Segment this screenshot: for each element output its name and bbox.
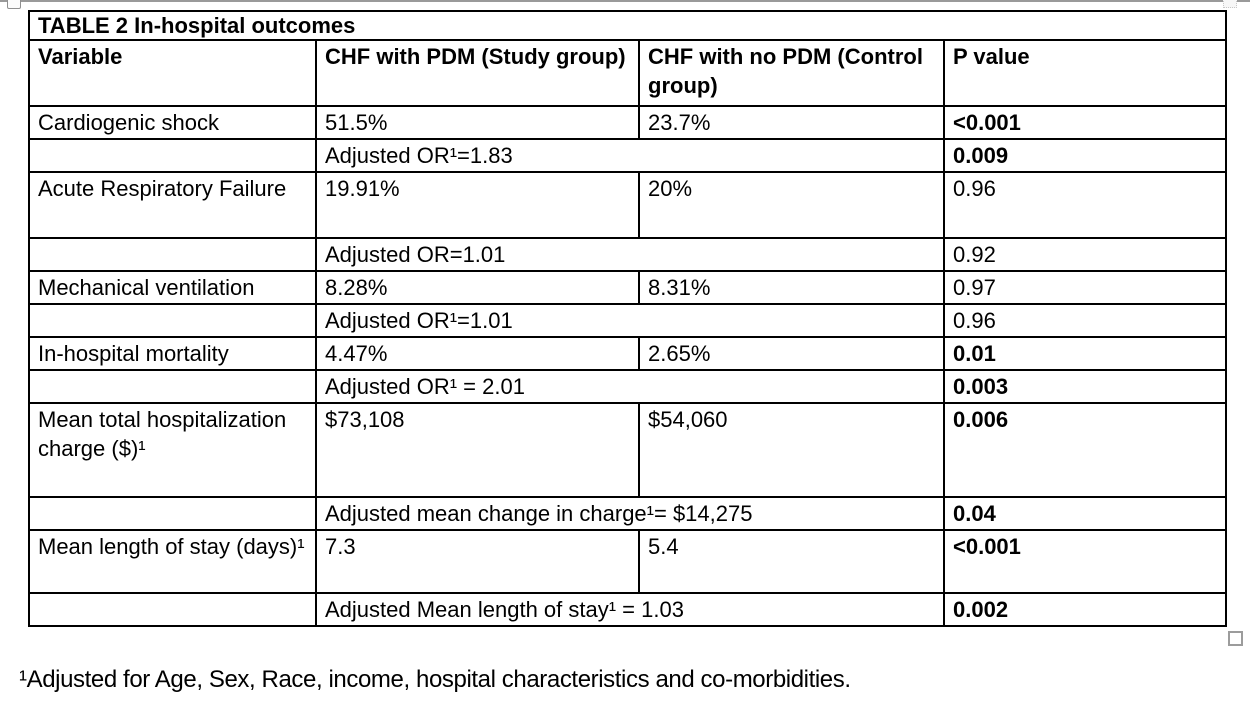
table-row: Mechanical ventilation 8.28% 8.31% 0.97 — [28, 270, 1228, 305]
table-row-adjusted: Adjusted OR¹ = 2.01 0.003 — [28, 369, 1228, 404]
col-header-variable: Variable — [28, 39, 317, 107]
table-row: Acute Respiratory Failure 19.91% 20% 0.9… — [28, 171, 1228, 239]
cell-empty — [28, 496, 317, 531]
cell-pvalue: 0.92 — [942, 237, 1228, 272]
cell-pvalue: <0.001 — [942, 529, 1228, 594]
table-move-handle[interactable] — [7, 0, 21, 9]
cell-adjusted-stat: Adjusted OR¹=1.01 — [315, 303, 945, 338]
col-header-study-group: CHF with PDM (Study group) — [315, 39, 640, 107]
cell-study-value: 4.47% — [315, 336, 640, 371]
cell-pvalue: 0.97 — [942, 270, 1228, 305]
cell-study-value: 7.3 — [315, 529, 640, 594]
cell-variable: Mechanical ventilation — [28, 270, 317, 305]
cell-empty — [28, 237, 317, 272]
cell-control-value: $54,060 — [638, 402, 945, 498]
cell-variable: Acute Respiratory Failure — [28, 171, 317, 239]
cell-pvalue: 0.01 — [942, 336, 1228, 371]
table-row: Mean length of stay (days)¹ 7.3 5.4 <0.0… — [28, 529, 1228, 594]
cell-control-value: 8.31% — [638, 270, 945, 305]
table-row-adjusted: Adjusted Mean length of stay¹ = 1.03 0.0… — [28, 592, 1228, 627]
table-row-adjusted: Adjusted OR=1.01 0.92 — [28, 237, 1228, 272]
cell-variable: Mean total hospitalization charge ($)¹ — [28, 402, 317, 498]
cell-empty — [28, 369, 317, 404]
cell-pvalue: 0.04 — [942, 496, 1228, 531]
col-header-control-group: CHF with no PDM (Control group) — [638, 39, 945, 107]
cell-pvalue: 0.96 — [942, 171, 1228, 239]
outcomes-table-container: TABLE 2 In-hospital outcomes Variable CH… — [27, 10, 1228, 627]
col-header-pvalue: P value — [942, 39, 1228, 107]
cell-study-value: 19.91% — [315, 171, 640, 239]
cell-control-value: 23.7% — [638, 105, 945, 140]
cell-control-value: 2.65% — [638, 336, 945, 371]
cell-adjusted-stat: Adjusted Mean length of stay¹ = 1.03 — [315, 592, 945, 627]
cell-empty — [28, 592, 317, 627]
cell-empty — [28, 138, 317, 173]
table-row: In-hospital mortality 4.47% 2.65% 0.01 — [28, 336, 1228, 371]
cell-pvalue: 0.003 — [942, 369, 1228, 404]
cell-adjusted-stat: Adjusted OR¹ = 2.01 — [315, 369, 945, 404]
cell-variable: In-hospital mortality — [28, 336, 317, 371]
cell-empty — [28, 303, 317, 338]
cell-control-value: 20% — [638, 171, 945, 239]
cell-variable: Mean length of stay (days)¹ — [28, 529, 317, 594]
cell-adjusted-stat: Adjusted OR¹=1.83 — [315, 138, 945, 173]
table-title: TABLE 2 In-hospital outcomes — [27, 10, 1228, 41]
cell-pvalue: 0.006 — [942, 402, 1228, 498]
cell-adjusted-stat: Adjusted mean change in charge¹= $14,275 — [315, 496, 945, 531]
pane-top-divider — [0, 0, 1250, 2]
cell-pvalue: 0.002 — [942, 592, 1228, 627]
cell-variable: Cardiogenic shock — [28, 105, 317, 140]
table-resize-handle[interactable] — [1228, 631, 1243, 646]
outcomes-table: TABLE 2 In-hospital outcomes Variable CH… — [27, 10, 1228, 627]
table-row: TABLE 2 In-hospital outcomes — [27, 10, 1228, 41]
table-row-adjusted: Adjusted OR¹=1.83 0.009 — [28, 138, 1228, 173]
table-row-adjusted: Adjusted OR¹=1.01 0.96 — [28, 303, 1228, 338]
table-header-row: Variable CHF with PDM (Study group) CHF … — [28, 39, 1228, 107]
cell-study-value: $73,108 — [315, 402, 640, 498]
table-corner-mark — [1223, 0, 1237, 8]
cell-study-value: 51.5% — [315, 105, 640, 140]
cell-pvalue: 0.009 — [942, 138, 1228, 173]
table-row: Cardiogenic shock 51.5% 23.7% <0.001 — [28, 105, 1228, 140]
table-row-adjusted: Adjusted mean change in charge¹= $14,275… — [28, 496, 1228, 531]
cell-control-value: 5.4 — [638, 529, 945, 594]
footnote: ¹Adjusted for Age, Sex, Race, income, ho… — [19, 666, 851, 693]
table-row: Mean total hospitalization charge ($)¹ $… — [28, 402, 1228, 498]
cell-adjusted-stat: Adjusted OR=1.01 — [315, 237, 945, 272]
cell-pvalue: <0.001 — [942, 105, 1228, 140]
cell-study-value: 8.28% — [315, 270, 640, 305]
cell-pvalue: 0.96 — [942, 303, 1228, 338]
